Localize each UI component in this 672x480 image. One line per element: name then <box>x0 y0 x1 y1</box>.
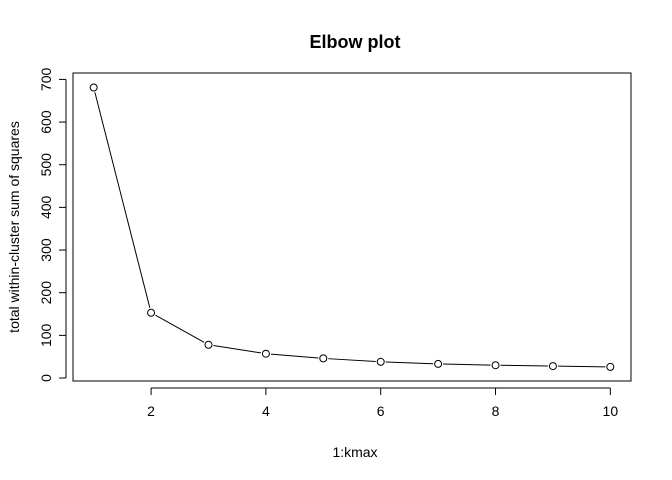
x-tick-label: 6 <box>377 403 385 419</box>
data-point <box>319 354 328 363</box>
x-tick-label: 2 <box>147 403 155 419</box>
data-point <box>548 362 557 371</box>
y-axis: 0 100 200 300 400 500 600 700 <box>38 68 67 382</box>
data-point <box>147 308 156 317</box>
y-tick-label: 200 <box>38 281 54 305</box>
y-tick-label: 400 <box>38 195 54 219</box>
series-line-segment <box>94 92 151 309</box>
data-point <box>204 340 213 349</box>
data-point <box>261 349 270 358</box>
x-tick-label: 8 <box>492 403 500 419</box>
y-axis-label: total within-cluster sum of squares <box>6 121 22 333</box>
y-tick-label: 700 <box>38 68 54 92</box>
data-point <box>376 357 385 366</box>
x-tick-label: 4 <box>262 403 270 419</box>
data-series <box>89 83 615 371</box>
plot-box <box>72 72 632 382</box>
series-line-segment <box>500 364 548 367</box>
y-tick-label: 100 <box>38 323 54 347</box>
series-line-segment <box>443 363 491 366</box>
series-line-segment <box>385 361 434 365</box>
x-axis: 2 4 6 8 10 <box>147 387 619 419</box>
y-tick-label: 0 <box>38 374 54 382</box>
y-tick-label: 600 <box>38 110 54 134</box>
series-line-segment <box>213 345 262 354</box>
data-point <box>434 359 443 368</box>
x-axis-label: 1:kmax <box>332 444 377 460</box>
chart-title: Elbow plot <box>310 32 401 52</box>
series-line-segment <box>557 365 606 368</box>
y-tick-label: 300 <box>38 238 54 262</box>
series-line-segment <box>328 358 376 363</box>
series-line-segment <box>270 353 319 359</box>
data-point <box>606 362 615 371</box>
data-point <box>89 83 98 92</box>
y-tick-label: 500 <box>38 153 54 177</box>
data-point <box>491 361 500 370</box>
series-line-segment <box>155 314 205 343</box>
x-tick-label: 10 <box>603 403 619 419</box>
